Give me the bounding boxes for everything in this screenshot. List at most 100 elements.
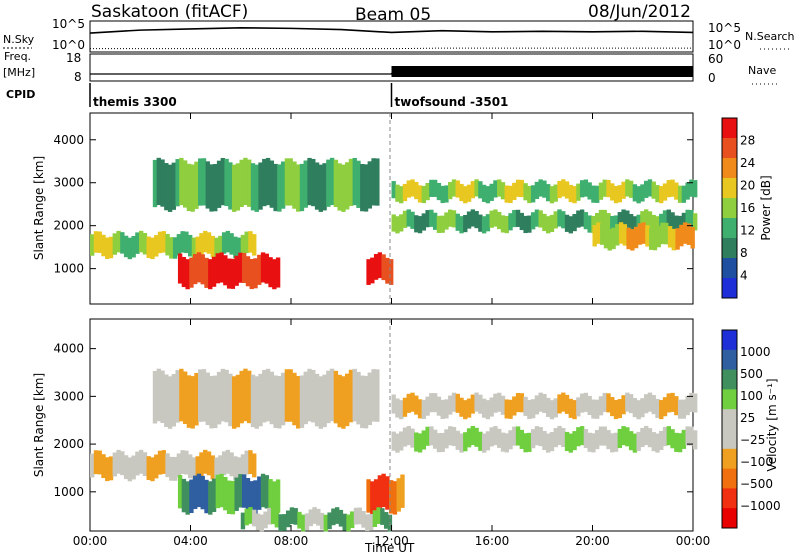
power-cells-cell [602,179,607,197]
power-colorbar-frame [721,117,738,299]
velocity-cells-cell [519,429,525,449]
velocity-cells-cell [493,393,498,413]
power-colorbar-swatch [722,158,737,179]
ytick-label: 4000 [53,342,84,356]
power-cells-cell [534,209,540,227]
nave-tick-bottom: 0 [708,71,716,85]
power-cells-cell [391,214,396,232]
velocity-cells-cell [204,479,209,514]
velocity-cells-cell [120,451,125,476]
velocity-colorbar-swatch [722,429,737,450]
power-cells-cell [600,223,605,245]
power-cells-cell [356,160,361,208]
velocity-cells-cell [191,457,197,482]
velocity-cells-cell [553,398,558,418]
velocity-cells-cell [239,370,244,424]
velocity-cells-cell [508,430,513,450]
velocity-cells-cell [613,432,619,452]
velocity-cells-cell [299,375,305,428]
power-cells-cell [451,179,457,197]
date-title: 08/Jun/2012 [588,2,691,22]
velocity-cells-cell [293,508,298,525]
velocity-cells-cell [561,427,566,448]
power-cells-cell [402,210,408,228]
velocity-cells-cell [371,369,376,422]
power-cells-cell [226,258,232,289]
velocity-cells-cell [527,432,532,452]
velocity-cells-cell [677,433,683,453]
velocity-colorbar-frame [721,329,738,529]
velocity-cells-cell [621,395,626,415]
velocity-cells-cell [693,393,698,413]
velocity-cells-cell [131,455,136,480]
velocity-cells-cell [259,514,264,532]
power-cells-cell [311,158,316,207]
velocity-cells-cell [666,393,671,413]
velocity-cells-cell [101,454,106,479]
power-cells-cell [618,222,624,244]
power-cells-cell [142,233,148,255]
velocity-cells-cell [693,430,698,450]
power-cells-cell [655,185,660,203]
velocity-cells-cell [425,426,430,446]
power-cells-cell [219,252,224,283]
velocity-cells-cell [572,431,577,451]
velocity-colorbar-swatch [722,349,737,371]
velocity-cells-cell [199,452,204,477]
velocity-colorbar-swatch [722,488,737,509]
velocity-cells-cell [444,429,449,449]
velocity-cells-cell [228,373,233,427]
velocity-cells-cell [500,432,506,452]
power-cells-cell [205,161,210,209]
velocity-cells-cell [338,509,344,527]
power-cells-cell [239,159,244,207]
velocity-cells-cell [466,428,472,448]
power-cells-cell [504,216,509,234]
velocity-cells-cell [493,426,498,446]
power-cells-cell [572,186,577,204]
power-cells-cell [208,259,213,290]
velocity-cells-cell [184,450,189,475]
cpid-label: CPID [6,88,35,101]
power-cells-cell [489,210,494,228]
velocity-cells-cell [244,508,249,526]
power-cells-cell [425,210,430,228]
velocity-cells-cell [312,507,317,524]
velocity-cells-cell [235,374,241,428]
power-cells-cell [326,159,331,207]
power-cells-cell [363,164,369,212]
velocity-cells-cell [175,370,180,423]
velocity-cells-cell [613,400,619,420]
velocity-cells-cell [466,398,472,418]
velocity-cells-cell [399,431,404,451]
power-cells-cell [218,235,223,258]
velocity-cells-cell [534,426,540,446]
power-cells-cell [399,186,404,204]
velocity-cells-cell [595,399,600,419]
power-cells-cell [681,185,687,203]
power-cells-cell [242,252,247,284]
velocity-cells-cell [587,432,592,452]
power-cells-cell [360,164,365,212]
power-cells-cell [671,228,677,251]
power-cells-cell [485,186,491,204]
velocity-cells-cell [112,452,117,477]
velocity-cells-cell [674,396,679,416]
freq-label-1: Freq. [4,50,31,63]
velocity-cells-cell [367,372,372,426]
power-cells-cell [538,210,543,228]
velocity-cells-cell [625,427,630,447]
velocity-cells-cell [146,456,151,481]
velocity-cells-cell [296,376,301,429]
velocity-colorbar-swatch [722,330,737,351]
velocity-yticks: 1000 2000 3000 4000 [53,342,693,499]
power-cells-cell [470,209,476,227]
velocity-cells-cell [436,396,442,416]
velocity-cells-cell [316,508,321,526]
velocity-cells-cell [568,398,573,418]
velocity-cells-cell [250,374,256,428]
power-cells-cell [314,162,320,210]
velocity-cells-cell [273,375,278,428]
velocity-cells-cell [169,456,174,481]
power-cells-cell [564,181,570,199]
